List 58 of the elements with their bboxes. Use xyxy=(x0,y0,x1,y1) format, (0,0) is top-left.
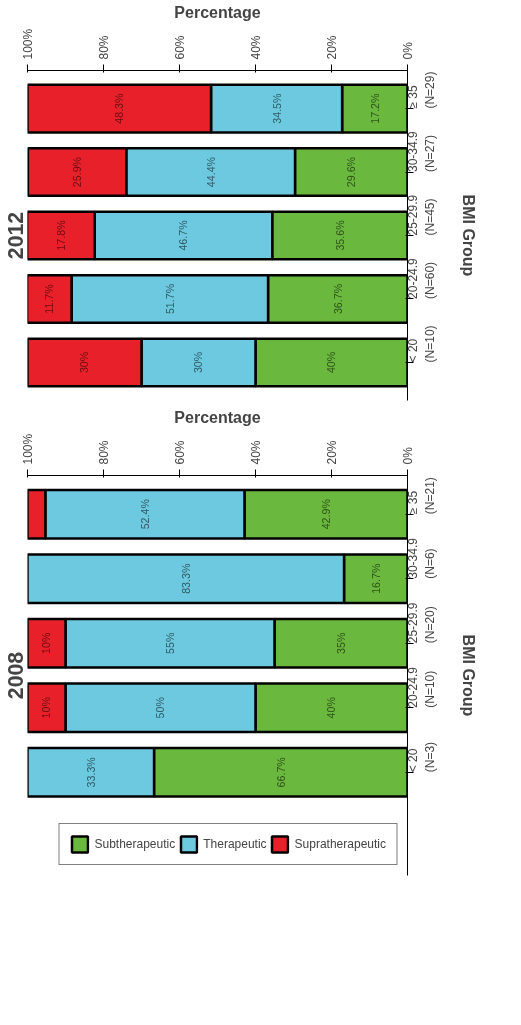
y-tick-label: 30-34.9 (N=6) xyxy=(406,537,437,579)
x-tick-label: 0% xyxy=(400,446,415,465)
y-tick-label: < 20 (N=10) xyxy=(406,325,437,363)
data-label: 52.4% xyxy=(138,498,151,530)
data-label: 30% xyxy=(78,351,91,374)
legend-label: Therapeutic xyxy=(203,837,267,851)
y-axis-title: BMI Group xyxy=(460,634,478,717)
x-tick-label: 100% xyxy=(20,433,35,465)
data-label: 16.7% xyxy=(369,563,382,594)
data-label: 66.7% xyxy=(274,756,287,788)
data-label: 17.2% xyxy=(368,92,381,124)
x-tick-label: 60% xyxy=(172,35,187,60)
x-tick-label: 20% xyxy=(324,440,339,465)
y-tick-label: 25-29.9 (N=20) xyxy=(406,602,437,644)
y-tick-label: 20-24.9 (N=10) xyxy=(406,666,437,708)
y-tick-label: 25-29.9 (N=45) xyxy=(406,194,437,236)
x-tick-label: 20% xyxy=(324,35,339,60)
x-tick-label: 100% xyxy=(20,28,35,60)
x-tick-label: 0% xyxy=(400,41,415,60)
data-label: 33.3% xyxy=(84,756,97,788)
data-label: 40% xyxy=(325,351,338,374)
y-tick-label: < 20 (N=3) xyxy=(406,741,437,773)
data-label: 51.7% xyxy=(163,283,176,315)
y-tick-label: ≥ 35 (N=21) xyxy=(406,477,437,515)
x-tick-label: 80% xyxy=(96,35,111,60)
y-tick-label: ≥ 35 (N=29) xyxy=(406,71,437,109)
data-label: 50% xyxy=(154,696,167,719)
data-label: 55% xyxy=(164,632,176,654)
data-label: 44.4% xyxy=(204,156,217,188)
x-tick-label: 80% xyxy=(96,440,111,465)
y-axis-title: BMI Group xyxy=(460,194,478,277)
x-tick-label: 60% xyxy=(172,440,187,465)
data-label: 30% xyxy=(192,351,205,374)
data-label: 46.7% xyxy=(177,219,190,251)
data-label: 36.7% xyxy=(331,283,344,315)
data-label: 11.7% xyxy=(43,283,56,314)
x-tick-label: 40% xyxy=(248,440,263,465)
text: 2012 xyxy=(3,211,28,260)
legend-label: Subtherapeutic xyxy=(94,837,176,851)
data-label: 48.3% xyxy=(113,92,126,124)
data-label: 35.6% xyxy=(333,219,346,251)
data-label: 40% xyxy=(325,696,338,719)
x-axis-title: Percentage xyxy=(174,408,261,426)
data-label: 42.9% xyxy=(319,498,332,530)
data-label: 17.8% xyxy=(54,219,67,251)
data-label: 34.5% xyxy=(270,92,283,124)
x-tick-label: 40% xyxy=(248,35,263,60)
legend-label: Supratherapeutic xyxy=(294,837,386,851)
y-tick-label: 20-24.9 (N=60) xyxy=(406,257,437,299)
text: 2008 xyxy=(3,651,28,700)
data-label: 35% xyxy=(335,632,347,654)
data-label: 10% xyxy=(40,632,53,654)
data-label: 10% xyxy=(40,696,53,719)
x-axis-title: Percentage xyxy=(174,3,261,21)
data-label: 25.9% xyxy=(71,156,84,188)
y-tick-label: 30-34.9 (N=27) xyxy=(406,131,437,173)
data-label: 83.3% xyxy=(179,563,192,594)
data-label: 29.6% xyxy=(345,156,358,188)
